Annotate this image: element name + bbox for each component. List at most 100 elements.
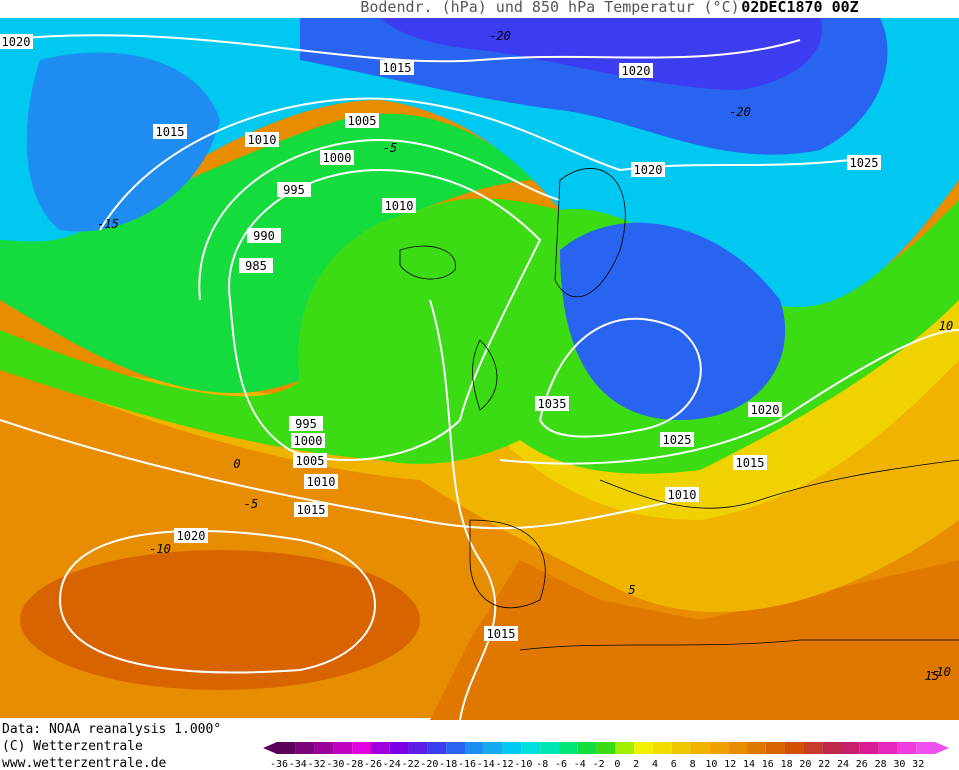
colorbar-swatch [916, 742, 935, 754]
colorbar-tick-label: -28 [345, 759, 363, 770]
isobar-label-box [294, 502, 328, 517]
colorbar-swatch [295, 742, 315, 754]
colorbar-tick-label: 14 [743, 759, 755, 770]
isobar-label-box [382, 198, 416, 213]
isobar-label: 1020 [622, 64, 651, 78]
colorbar-swatch [559, 742, 578, 754]
isobar-label-box [619, 63, 653, 78]
colorbar-swatch [747, 742, 766, 754]
isobar-label: 1000 [294, 434, 323, 448]
isobar-label: 1020 [177, 529, 206, 543]
coastlines [399, 168, 959, 651]
footer-url: www.wetterzentrale.de [2, 756, 167, 770]
isobars [0, 34, 959, 721]
colorbar-swatch [371, 742, 390, 754]
colorbar-tick-label: 32 [912, 759, 924, 770]
colorbar-tick-label: 22 [818, 759, 830, 770]
isobar-label-box [0, 34, 33, 49]
colorbar-swatch [765, 742, 785, 754]
isobar-label: 1020 [634, 163, 663, 177]
isobar-label: 1010 [307, 475, 336, 489]
colorbar-swatch [897, 742, 917, 754]
temperature-label: -20 [489, 29, 511, 43]
title: Bodendr. (hPa) und 850 hPa Temperatur (°… [360, 0, 739, 16]
colorbar-swatch [841, 742, 860, 754]
isobar-label-box [660, 432, 694, 447]
colorbar-swatch [653, 742, 672, 754]
colorbar-tick-label: 20 [799, 759, 811, 770]
colorbar-arrow-right [935, 742, 949, 754]
isobar-label: 985 [245, 259, 267, 273]
colorbar-tick-label: 10 [705, 759, 717, 770]
colorbar-swatch [277, 742, 296, 754]
isobar-label: 1015 [736, 456, 765, 470]
colorbar-swatch [408, 742, 428, 754]
colorbar-tick-label: 0 [614, 759, 620, 770]
colorbar-tick-label: -22 [402, 759, 420, 770]
colorbar-tick-label: -18 [439, 759, 457, 770]
colorbar-tick-label: -36 [270, 759, 288, 770]
isobar-label-box [320, 150, 354, 165]
isobar-label-box [239, 258, 273, 273]
colorbar-tick-label: -14 [477, 759, 495, 770]
isobar-label: 1010 [668, 488, 697, 502]
colorbar-tick-label: 30 [893, 759, 905, 770]
temperature-label: -10 [149, 542, 171, 556]
isobar-label: 1025 [663, 433, 692, 447]
colorbar-tick-label: 28 [875, 759, 887, 770]
isobar-label-box [293, 453, 327, 468]
colorbar-arrow-left [263, 742, 277, 754]
isobar-label: 1015 [156, 125, 185, 139]
isobar-label-box [748, 402, 782, 417]
colorbar-tick-label: -8 [536, 759, 548, 770]
isobar-label: 1015 [297, 503, 326, 517]
colorbar-tick-label: 6 [671, 759, 677, 770]
isobar-label-box [291, 433, 325, 448]
temperature-label: 10 [939, 319, 953, 333]
colorbar-tick-label: 24 [837, 759, 849, 770]
isobar-label: 1015 [383, 61, 412, 75]
colorbar-tick-label: 12 [724, 759, 736, 770]
temperature-label: -5 [383, 141, 397, 155]
temperature-label: -20 [729, 105, 751, 119]
temperature-label: -15 [97, 217, 119, 231]
isobar-label-box [304, 474, 338, 489]
colorbar-swatch [803, 742, 823, 754]
map: Bodendr. (hPa) und 850 hPa Temperatur (°… [0, 0, 959, 721]
isobar-label-box [153, 124, 187, 139]
isobar-label: 1010 [248, 133, 277, 147]
colorbar-swatch [427, 742, 447, 754]
isobar-label-box [484, 626, 518, 641]
colorbar-tick-label: 16 [762, 759, 774, 770]
colorbar-tick-label: -4 [574, 759, 586, 770]
colorbar-group: -36 -34 -32 -30 -28 -26 -24 -22 -20 -18 -16 -14 -12-… [263, 742, 949, 770]
isobar-label: 1010 [385, 199, 414, 213]
footer-copyright: (C) Wetterzentrale [2, 739, 143, 754]
colorbar-swatch [615, 742, 635, 754]
date: 02DEC1870 00Z [741, 0, 858, 16]
colorbar-swatch [822, 742, 841, 754]
isobar-label: 1000 [323, 151, 352, 165]
isobar-label: 1020 [2, 35, 31, 49]
colorbar-swatch [521, 742, 541, 754]
colorbar-tick-label: -32 [308, 759, 326, 770]
colorbar-swatch [577, 742, 597, 754]
isobar-label-box [631, 162, 665, 177]
temperature-label: 5 [628, 583, 635, 597]
colorbar-tick-label: 8 [690, 759, 696, 770]
colorbar-tick-label: -2 [593, 759, 605, 770]
footer-data: Data: NOAA reanalysis 1.000° [2, 722, 222, 737]
isobar-label: 1025 [850, 156, 879, 170]
isobar-label-box [847, 155, 881, 170]
colorbar-tick-label: -6 [555, 759, 567, 770]
isobar-label: 1005 [296, 454, 325, 468]
colorbar-swatch [333, 742, 353, 754]
isobar-label-box [277, 182, 311, 197]
isobar-label-box [289, 416, 323, 431]
isobar-labels: 1020 1015 1020 1015 1010 1005 1000 995 990 985 101… [0, 34, 881, 641]
colorbar-swatch [502, 742, 522, 754]
isobar-label-box [247, 228, 281, 243]
temperature-label: -5 [244, 497, 258, 511]
isobar-label-box [535, 396, 569, 411]
